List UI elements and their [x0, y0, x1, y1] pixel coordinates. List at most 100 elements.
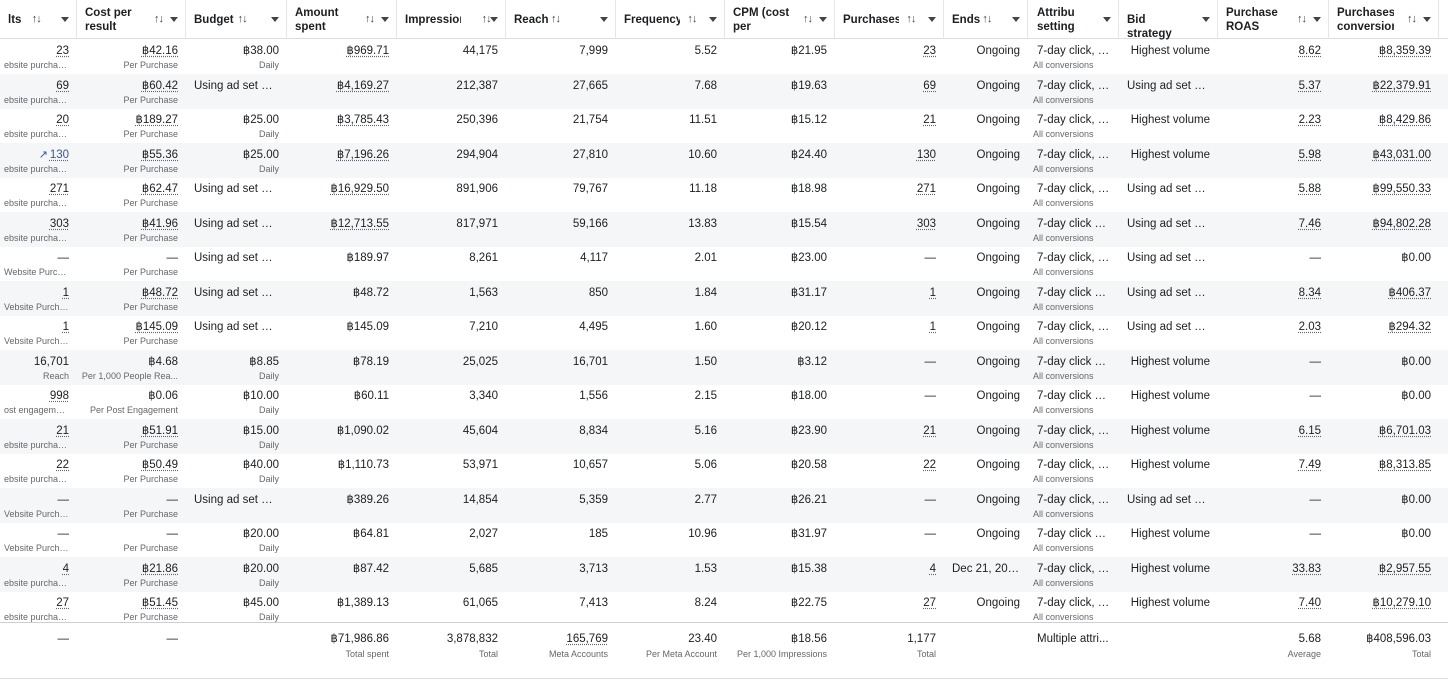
column-header-results[interactable]: lts ↑↓	[0, 0, 77, 39]
cell-conv[interactable]: ฿2,957.55	[1329, 557, 1439, 592]
cell-purchases[interactable]: 23	[835, 39, 944, 74]
cell-value[interactable]: 2.03	[1298, 321, 1321, 333]
cell-roas[interactable]: 5.98	[1218, 143, 1329, 178]
chevron-down-icon[interactable]	[1423, 17, 1431, 22]
table-row[interactable]: — Vebsite Purchase — Per Purchase Using ad s…	[0, 487, 1448, 523]
cell-value[interactable]: 1	[62, 321, 69, 333]
cell-spent[interactable]: ฿12,713.55	[287, 212, 397, 247]
cell-results[interactable]: 998 ost engagements	[0, 384, 77, 419]
cell-value[interactable]: 303	[916, 217, 936, 230]
cell-purchases[interactable]: 21	[835, 108, 944, 143]
cell-purchases[interactable]: 69	[835, 74, 944, 109]
cell-value[interactable]: ฿6,701.03	[1378, 424, 1431, 437]
sort-icon[interactable]: ↑↓	[906, 13, 916, 25]
cell-conv[interactable]: ฿8,429.86	[1329, 108, 1439, 143]
cell-spent[interactable]: ฿4,169.27	[287, 74, 397, 109]
cell-value[interactable]: 69	[923, 79, 936, 92]
cell-value[interactable]: ฿8,313.85	[1378, 459, 1431, 471]
cell-value[interactable]: 27	[923, 597, 936, 609]
cell-value[interactable]: 6.15	[1298, 424, 1321, 437]
cell-roas[interactable]: 7.49	[1218, 453, 1329, 488]
cell-value[interactable]: 7.46	[1298, 217, 1321, 230]
cell-conv[interactable]: ฿99,550.33	[1329, 177, 1439, 212]
column-header-reach[interactable]: Reach ↑↓	[506, 0, 616, 39]
cell-results[interactable]: 20 ebsite purchases	[0, 108, 77, 143]
cell-value[interactable]: ฿189.27	[135, 114, 179, 126]
cell-purchases[interactable]: 303	[835, 212, 944, 247]
cell-value[interactable]: 69	[56, 79, 69, 92]
table-row[interactable]: 271 ebsite purchases ฿62.47 Per Purchase Usi…	[0, 177, 1448, 212]
chevron-down-icon[interactable]	[600, 17, 608, 22]
cell-cost[interactable]: ฿189.27 Per Purchase	[77, 108, 186, 143]
sort-icon[interactable]: ↑↓	[154, 13, 164, 25]
column-header-purchases[interactable]: Purchases ↑↓	[835, 0, 944, 39]
cell-value[interactable]: ฿51.45	[141, 597, 178, 609]
cell-value[interactable]: 130	[49, 148, 69, 161]
table-row[interactable]: — Vebsite Purchase — Per Purchase ฿20.00 Dail…	[0, 522, 1448, 557]
cell-value[interactable]: ฿55.36	[141, 148, 178, 161]
cell-value[interactable]: 5.37	[1298, 79, 1321, 92]
cell-value[interactable]: 33.83	[1292, 562, 1321, 575]
sort-icon[interactable]: ↑↓	[1297, 13, 1307, 25]
cell-results[interactable]: 22 ebsite purchases	[0, 453, 77, 488]
cell-value[interactable]: ฿51.91	[141, 424, 178, 437]
cell-conv[interactable]: ฿294.32	[1329, 315, 1439, 350]
cell-value[interactable]: 303	[49, 217, 69, 230]
cell-cost[interactable]: ฿55.36 Per Purchase	[77, 143, 186, 178]
cell-cost[interactable]: ฿48.72 Per Purchase	[77, 281, 186, 316]
chevron-down-icon[interactable]	[709, 17, 717, 22]
cell-cost[interactable]: ฿41.96 Per Purchase	[77, 212, 186, 247]
column-header-bid[interactable]: Bid strategy	[1119, 0, 1218, 40]
cell-value[interactable]: ฿60.42	[141, 79, 178, 92]
cell-roas[interactable]: 8.62	[1218, 39, 1329, 74]
cell-value[interactable]: 5.98	[1298, 148, 1321, 161]
column-header-cost[interactable]: Cost per result ↑↓	[77, 0, 186, 39]
sort-icon[interactable]: ↑↓	[551, 13, 561, 25]
cell-value[interactable]: ฿8,429.86	[1378, 114, 1431, 126]
cell-purchases[interactable]: 22	[835, 453, 944, 488]
cell-value[interactable]: 1	[62, 286, 69, 299]
cell-conv[interactable]: ฿8,313.85	[1329, 453, 1439, 488]
cell-value[interactable]: 8.34	[1298, 286, 1321, 299]
sort-icon[interactable]: ↑↓	[687, 13, 697, 25]
cell-value[interactable]: 1	[929, 286, 936, 299]
cell-value[interactable]: ฿41.96	[141, 217, 178, 230]
cell-value[interactable]: ฿2,957.55	[1378, 562, 1431, 575]
cell-value[interactable]: 998	[49, 390, 69, 402]
cell-value[interactable]: 20	[56, 114, 69, 126]
cell-value[interactable]: 22	[923, 459, 936, 471]
column-header-spent[interactable]: Amount spent ↑↓	[287, 0, 397, 39]
cell-conv[interactable]: ฿406.37	[1329, 281, 1439, 316]
column-header-impressions[interactable]: Impressions ↑↓	[397, 0, 506, 39]
cell-purchases[interactable]: 27	[835, 591, 944, 626]
cell-value[interactable]: ฿4,169.27	[336, 79, 389, 92]
chevron-down-icon[interactable]	[1202, 17, 1210, 22]
cell-results[interactable]: 1 Vebsite Purchase	[0, 281, 77, 316]
cell-conv[interactable]: ฿10,279.10	[1329, 591, 1439, 626]
cell-roas[interactable]: 5.88	[1218, 177, 1329, 212]
cell-conv[interactable]: ฿8,359.39	[1329, 39, 1439, 74]
cell-conv[interactable]: ฿6,701.03	[1329, 419, 1439, 454]
chevron-down-icon[interactable]	[490, 17, 498, 22]
table-row[interactable]: — Website Purchase — Per Purchase Using ad s…	[0, 246, 1448, 281]
cell-value[interactable]: 130	[916, 148, 936, 161]
cell-cost[interactable]: ฿21.86 Per Purchase	[77, 557, 186, 592]
cell-results[interactable]: ↗ 130 ebsite purchases	[0, 143, 77, 178]
cell-value[interactable]: 2.23	[1298, 114, 1321, 126]
cell-roas[interactable]: 8.34	[1218, 281, 1329, 316]
table-row[interactable]: 998 ost engagements ฿0.06 Per Post Engageme…	[0, 384, 1448, 419]
cell-cost[interactable]: ฿51.91 Per Purchase	[77, 419, 186, 454]
cell-results[interactable]: 27 ebsite purchases	[0, 591, 77, 626]
cell-results[interactable]: 271 ebsite purchases	[0, 177, 77, 212]
cell-results[interactable]: 69 ebsite purchases	[0, 74, 77, 109]
cell-value[interactable]: 271	[49, 183, 69, 195]
cell-conv[interactable]: ฿43,031.00	[1329, 143, 1439, 178]
sort-icon[interactable]: ↑↓	[237, 13, 248, 25]
cell-purchases[interactable]: 4	[835, 557, 944, 592]
cell-roas[interactable]: 7.46	[1218, 212, 1329, 247]
column-header-frequency[interactable]: Frequency ↑↓	[616, 0, 725, 39]
cell-value[interactable]: ฿8,359.39	[1378, 45, 1431, 57]
sort-icon[interactable]: ↑↓	[481, 13, 492, 25]
cell-cost[interactable]: ฿62.47 Per Purchase	[77, 177, 186, 212]
cell-conv[interactable]: ฿94,802.28	[1329, 212, 1439, 247]
